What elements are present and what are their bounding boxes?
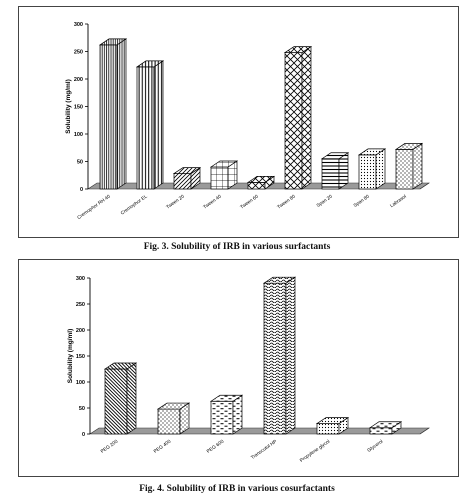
fig3-bar-labrasol (394, 142, 424, 190)
fig3-bar-tween-20 (172, 166, 202, 190)
fig3-bar-cremophor-rh-40 (98, 38, 128, 190)
x-tick-label: Glycerol (366, 439, 384, 454)
y-tick-label: 300 (76, 276, 85, 282)
y-tick-label: 50 (77, 160, 83, 166)
fig3-bar-span-20 (320, 152, 350, 190)
fig4-bar-peg-200 (103, 362, 138, 435)
fig3-bar-tween-40 (209, 160, 239, 190)
y-tick-label: 150 (74, 105, 83, 111)
y-tick-label: 250 (76, 302, 85, 308)
y-tick-label: 150 (76, 354, 85, 360)
fig4-bar-glycerol (368, 421, 403, 435)
x-tick-label: PEG 600 (206, 439, 226, 455)
y-tick-label: 100 (74, 132, 83, 138)
y-axis-label: Solubility (mg/ml) (67, 329, 74, 384)
y-tick-label: 200 (74, 77, 83, 83)
y-tick-label: 0 (80, 187, 83, 193)
y-tick-label: 0 (82, 432, 85, 438)
fig3-bar-span-80 (357, 148, 387, 190)
fig4-bar-propylene-glycol (315, 416, 350, 435)
fig3-bar-tween-60 (246, 175, 276, 190)
x-tick-label: PEG 400 (153, 439, 173, 455)
y-tick-label: 300 (74, 22, 83, 28)
y-tick-label: 50 (79, 406, 85, 412)
y-tick-label: 200 (76, 328, 85, 334)
fig4-bar-transcutol-hp (262, 276, 297, 435)
y-tick-label: 100 (76, 380, 85, 386)
figure-3-caption: Fig. 3. Solubility of IRB in various sur… (143, 242, 331, 252)
y-tick-label: 250 (74, 50, 83, 56)
x-tick-label: PEG 200 (100, 439, 120, 455)
fig3-bar-cremophor-el (135, 60, 165, 190)
x-tick-label: Transcutol HP (250, 439, 278, 461)
y-axis-label: Solubility (mg/ml) (65, 79, 72, 134)
fig4-bar-peg-600 (209, 394, 244, 435)
figure-4-caption: Fig. 4. Solubility of IRB in various cos… (139, 484, 335, 494)
figure-3-panel (18, 6, 459, 238)
fig4-bar-peg-400 (156, 402, 191, 435)
figure-4-panel (18, 259, 459, 477)
fig3-bar-tween-80 (283, 45, 313, 190)
x-tick-label: Propylene glycol (299, 439, 331, 464)
